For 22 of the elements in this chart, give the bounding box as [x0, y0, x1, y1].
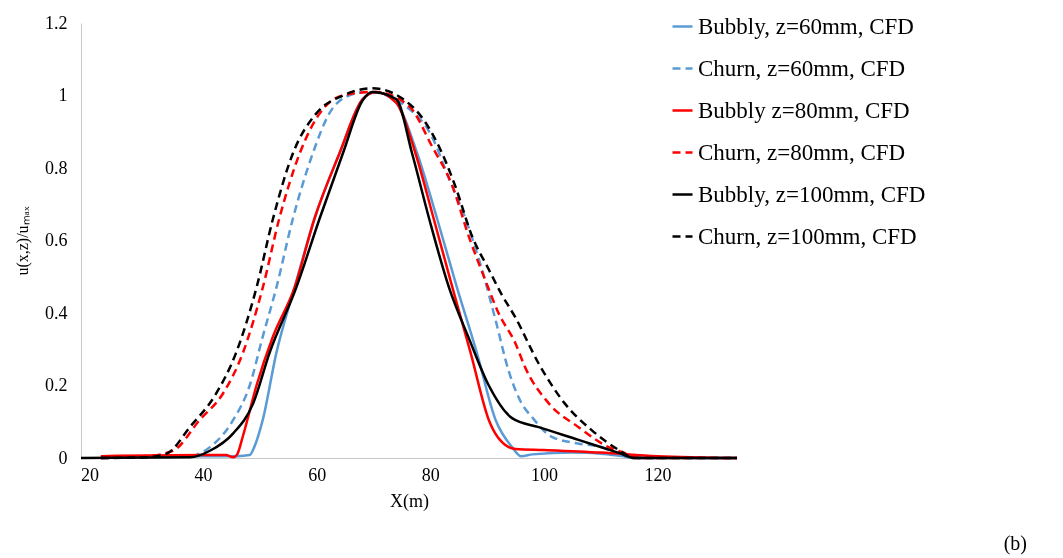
x-tick-label: 40: [194, 464, 213, 485]
x-tick-label: 120: [644, 464, 672, 485]
y-tick-label: 0.8: [45, 157, 68, 178]
y-tick-label: 0.6: [45, 230, 68, 250]
x-tick-label: 80: [421, 464, 440, 485]
legend-label: Churn, z=60mm, CFD: [698, 55, 906, 81]
y-tick-label: 0.4: [45, 302, 68, 323]
legend-label: Churn, z=80mm, CFD: [698, 139, 906, 165]
x-tick-label: 20: [81, 464, 100, 485]
x-axis-title: X(m): [390, 490, 429, 512]
y-axis-title: u(x,z)/uₘₐₓ: [14, 206, 32, 276]
y-tick-label: 0.2: [45, 375, 68, 395]
y-tick-label: 1: [58, 85, 68, 105]
text: (b): [1003, 532, 1027, 555]
y-tick-label: 1.2: [45, 12, 68, 33]
x-tick-label: 100: [530, 464, 558, 485]
x-tick-label: 60: [308, 464, 327, 485]
y-tick-label: 0: [58, 447, 68, 468]
legend-label: Bubbly, z=60mm, CFD: [698, 13, 914, 39]
legend-label: Churn, z=100mm, CFD: [698, 223, 917, 249]
legend-label: Bubbly, z=100mm, CFD: [698, 181, 926, 207]
legend-label: Bubbly z=80mm, CFD: [698, 97, 910, 123]
